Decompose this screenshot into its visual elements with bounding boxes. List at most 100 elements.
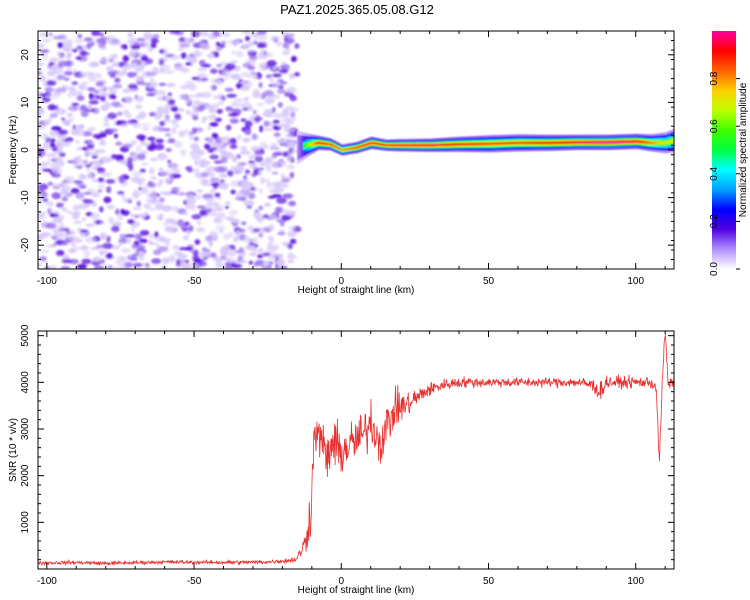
spectrogram-noise-blob	[157, 127, 165, 132]
spectrogram-noise-blob	[142, 262, 147, 266]
spectrogram-noise-blob	[262, 252, 272, 257]
spectrogram-ridge-cell	[395, 144, 398, 147]
spectrogram-noise-blob	[252, 249, 259, 253]
spectrogram-noise-blob	[120, 43, 128, 50]
spectrogram-noise-blob	[159, 191, 169, 195]
spectrogram-noise-blob	[287, 128, 296, 132]
spectrogram-noise-blob	[52, 63, 59, 69]
spectrogram-noise-blob	[56, 92, 62, 97]
spectrogram-noise-blob	[150, 189, 157, 194]
spectrogram-noise-blob	[255, 156, 264, 163]
spectrogram-ridge-cell	[609, 141, 612, 144]
spectrogram-noise-blob	[57, 42, 64, 49]
spectrogram-noise-blob	[170, 54, 181, 61]
spectrogram-ridge-cell	[638, 140, 641, 143]
spectrogram-noise-blob	[131, 176, 141, 184]
spectrogram-noise-blob	[204, 103, 215, 110]
spectrogram-ridge-cell	[542, 141, 545, 145]
spectrogram-ridge-cell	[501, 142, 504, 145]
spectrogram-ridge-cell	[606, 141, 609, 144]
spectrogram-ridge-cell	[413, 144, 416, 147]
spectrogram-noise-blob	[55, 184, 66, 188]
x-tick-label: -100	[37, 276, 57, 287]
colorbar-gradient	[712, 31, 736, 269]
spectrogram-ridge-cell	[310, 142, 313, 146]
spectrogram-noise-blob	[38, 213, 43, 218]
spectrogram-noise-blob	[209, 147, 218, 151]
spectrogram-noise-blob	[174, 124, 180, 128]
spectrogram-noise-blob	[157, 153, 168, 161]
spectrogram-noise-blob	[180, 67, 190, 73]
spectrogram-noise-blob	[284, 124, 290, 128]
spectrogram-noise-blob	[290, 96, 298, 102]
spectrogram-noise-blob	[253, 74, 258, 80]
spectrogram-noise-blob	[243, 96, 249, 102]
spectrogram-ridge-cell	[432, 144, 435, 147]
spectrogram-ridge-cell	[356, 146, 358, 149]
spectrogram-noise-blob	[280, 61, 287, 67]
spectrogram-noise-blob	[60, 241, 69, 246]
spectrogram-noise-blob	[183, 212, 189, 216]
spectrogram-ridge-cell	[367, 142, 370, 145]
spectrogram-noise-blob	[92, 256, 102, 262]
spectrogram-noise-blob	[148, 167, 155, 175]
y-tick-label: -10	[20, 190, 31, 205]
spectrogram-noise-blob	[39, 220, 47, 227]
spectrogram-noise-blob	[93, 89, 100, 94]
spectrogram-noise-blob	[187, 94, 199, 99]
spectrogram-noise-blob	[61, 207, 68, 212]
spectrogram-ridge-cell	[457, 143, 460, 146]
spectrogram-noise-blob	[38, 183, 49, 191]
spectrogram-ridge-cell	[526, 141, 529, 145]
spectrogram-noise-blob	[230, 189, 236, 195]
spectrogram-noise-blob	[279, 65, 288, 70]
spectrogram-ridge-cell	[411, 144, 414, 147]
spectrogram-noise-blob	[64, 176, 75, 181]
spectrogram-noise-blob	[110, 55, 117, 60]
spectrogram-ridge-cell	[489, 142, 492, 146]
spectrogram-noise-blob	[39, 75, 46, 82]
spectrogram-noise-blob	[145, 93, 156, 97]
spectrogram-noise-blob	[191, 76, 201, 81]
spectrogram-ridge-cell	[472, 142, 475, 146]
spectrogram-noise-blob	[281, 214, 292, 221]
spectrogram-noise-blob	[57, 133, 64, 141]
spectrogram-noise-blob	[199, 59, 206, 66]
snr-x-label: Height of straight line (km)	[298, 585, 415, 596]
spectrogram-noise-blob	[51, 236, 57, 240]
spectrogram-noise-blob	[188, 37, 195, 43]
spectrogram-noise-blob	[191, 153, 201, 160]
spectrogram-noise-blob	[289, 73, 295, 79]
spectrogram-noise-blob	[220, 156, 228, 164]
spectrogram-noise-blob	[227, 170, 234, 177]
spectrogram-noise-blob	[258, 169, 263, 177]
spectrogram-noise-blob	[77, 34, 83, 39]
spectrogram-ridge-cell	[507, 141, 510, 145]
spectrogram-noise-blob	[162, 118, 172, 123]
spectrogram-noise-blob	[191, 31, 201, 38]
spectrogram-noise-blob	[112, 265, 124, 269]
spectrogram-noise-blob	[102, 86, 108, 92]
spectrogram-ridge-cell	[647, 141, 650, 144]
spectrogram-noise-blob	[132, 253, 140, 257]
spectrogram-noise-blob	[268, 214, 278, 220]
spectrogram-noise-blob	[267, 236, 274, 240]
spectrogram-noise-blob	[143, 203, 151, 209]
spectrogram-noise-blob	[252, 110, 257, 115]
spectrogram-noise-blob	[98, 140, 107, 146]
spectrogram-ridge-cell	[537, 141, 539, 145]
spectrogram-noise-blob	[127, 119, 133, 125]
spectrogram-noise-blob	[107, 264, 113, 269]
spectrogram-noise-blob	[135, 104, 143, 110]
spectrogram-ridge-cell	[563, 141, 566, 144]
spectrogram-noise-blob	[76, 91, 83, 96]
spectrogram-noise-blob	[57, 214, 65, 221]
spectrogram-ridge-cell	[381, 143, 383, 146]
spectrogram-noise-blob	[267, 242, 273, 249]
spectrogram-noise-blob	[234, 170, 241, 175]
spectrogram-noise-blob	[201, 246, 207, 253]
spectrogram-noise-blob	[115, 70, 126, 77]
spectrogram-noise-blob	[188, 225, 194, 232]
spectrogram-noise-blob	[231, 155, 238, 163]
